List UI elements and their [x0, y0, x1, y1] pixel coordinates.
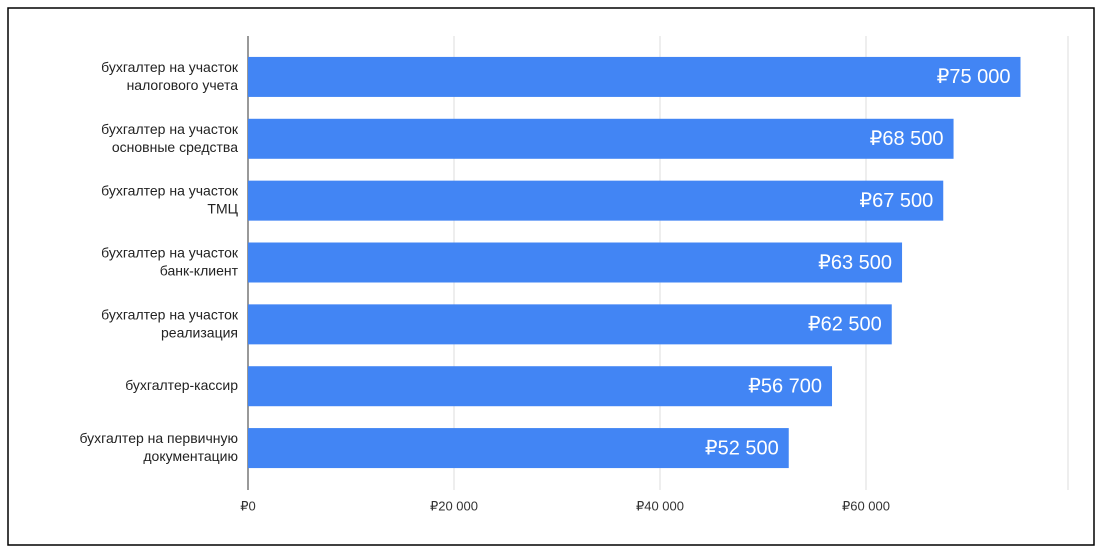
value-label: ₽75 000	[937, 66, 1011, 88]
value-label: ₽63 500	[818, 252, 892, 274]
x-tick-label: ₽60 000	[842, 498, 890, 513]
bar	[248, 304, 892, 345]
y-tick-label: бухгалтер на участок реализация	[101, 306, 239, 340]
bar	[248, 242, 903, 283]
y-tick-label: бухгалтер на участок ТМЦ	[101, 182, 239, 216]
y-tick-label: бухгалтер на участок основные средства	[101, 120, 239, 154]
value-label: ₽56 700	[748, 375, 822, 397]
bar	[248, 118, 954, 159]
y-tick-label: бухгалтер на участок налогового учета	[101, 59, 239, 93]
y-tick-label: бухгалтер на участок банк-клиент	[101, 244, 239, 278]
value-label: ₽67 500	[859, 190, 933, 212]
value-label: ₽68 500	[870, 128, 944, 150]
bar	[248, 428, 789, 469]
x-tick-label: ₽0	[240, 498, 256, 513]
y-tick-label: бухгалтер-кассир	[125, 377, 238, 393]
value-label: ₽52 500	[705, 437, 779, 459]
value-label: ₽62 500	[808, 314, 882, 336]
bar	[248, 56, 1021, 97]
bar	[248, 366, 833, 407]
x-tick-label: ₽40 000	[636, 498, 684, 513]
y-tick-label: бухгалтер на первичную документацию	[79, 430, 238, 464]
x-tick-label: ₽20 000	[430, 498, 478, 513]
bar	[248, 180, 944, 221]
